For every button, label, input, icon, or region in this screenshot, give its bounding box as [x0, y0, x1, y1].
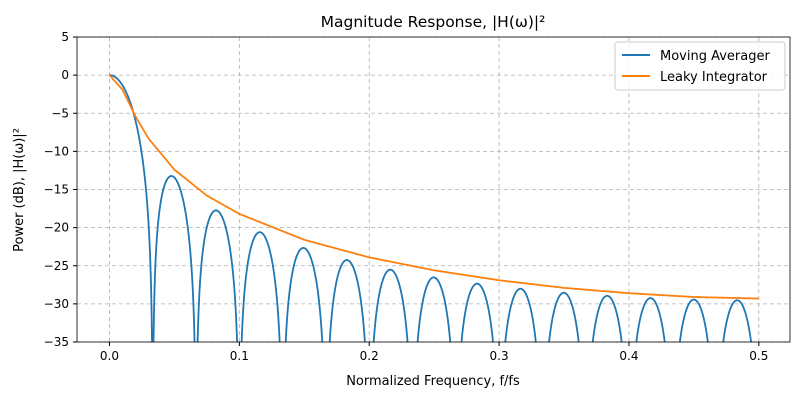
y-tick-label: −10 [44, 144, 69, 158]
series-line-leaky-integrator [108, 74, 759, 300]
x-tick-label: 0.2 [360, 349, 379, 363]
x-tick-label: 0.3 [490, 349, 509, 363]
series-group [108, 74, 759, 342]
y-axis-label: Power (dB), |H(ω)|² [12, 128, 27, 252]
legend-label-moving-averager: Moving Averager [660, 49, 770, 64]
x-tick-label: 0.1 [230, 349, 249, 363]
y-tick-label: −25 [44, 259, 69, 273]
x-tick-label: 0.4 [619, 349, 638, 363]
legend-box [614, 41, 786, 91]
chart-title: Magnitude Response, |H(ω)|² [321, 13, 546, 31]
ticks: 0.0 0.1 0.2 0.3 0.4 0.5 5 0 −5 −10 −15 −20 −25 −30 −35 [44, 30, 769, 363]
y-tick-label: 0 [61, 68, 69, 82]
series-line-moving-averager [109, 74, 752, 342]
y-tick-label: −5 [51, 106, 69, 120]
y-tick-label: −20 [44, 221, 69, 235]
y-tick-label: 5 [61, 30, 69, 44]
y-tick-label: −35 [44, 335, 69, 349]
x-tick-label: 0.0 [100, 349, 119, 363]
legend: Moving Averager Leaky Integrator [614, 41, 786, 91]
x-tick-label: 0.5 [749, 349, 768, 363]
y-tick-label: −15 [44, 183, 69, 197]
legend-label-leaky-integrator: Leaky Integrator [660, 70, 768, 85]
x-axis-label: Normalized Frequency, f/fs [346, 374, 520, 389]
y-tick-label: −30 [44, 297, 69, 311]
